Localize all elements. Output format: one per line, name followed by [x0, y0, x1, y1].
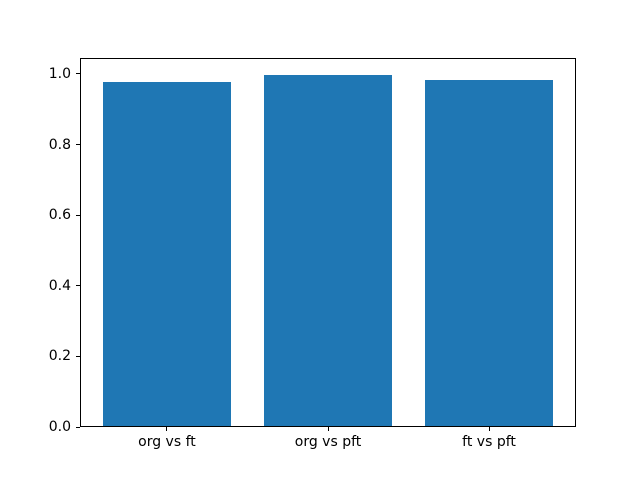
y-tick-label: 1.0	[48, 65, 71, 82]
y-tick-mark	[76, 285, 80, 287]
y-tick-mark	[76, 144, 80, 145]
y-tick-label: 0.0	[48, 419, 71, 435]
y-tick-mark	[76, 355, 80, 357]
bar-ft-vs-pft	[424, 80, 554, 427]
x-tick-mark	[166, 427, 168, 431]
y-tick-mark	[76, 214, 80, 216]
y-tick-label: 0.4	[48, 277, 71, 294]
bar-org-vs-ft	[102, 81, 232, 427]
x-tick-mark	[488, 427, 490, 431]
y-tick-label: 0.6	[48, 207, 71, 224]
bar-org-vs-pft	[263, 74, 393, 427]
x-tick-mark	[327, 427, 329, 431]
y-tick-mark	[76, 426, 80, 428]
x-tick-label: org vs ft	[138, 434, 196, 450]
y-tick-mark	[76, 73, 80, 75]
x-tick-label: org vs pft	[294, 434, 362, 450]
y-tick-label: 0.8	[48, 136, 71, 153]
y-tick-label: 0.2	[48, 348, 71, 365]
x-tick-label: ft vs pft	[462, 434, 516, 450]
